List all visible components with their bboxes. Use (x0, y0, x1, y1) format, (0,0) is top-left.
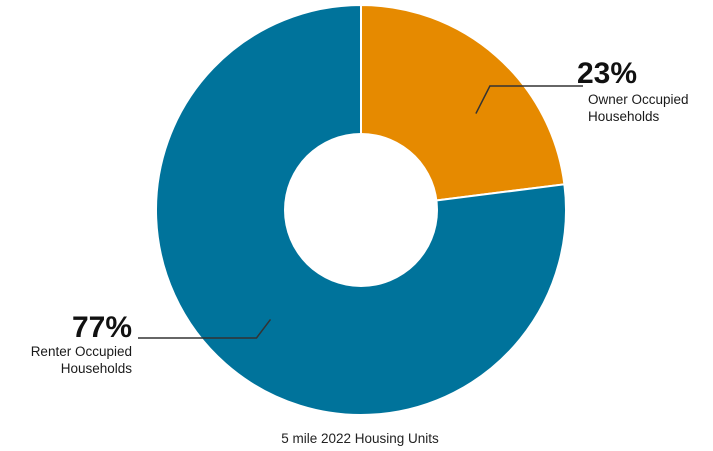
renter-label-line1: Renter Occupied (31, 344, 132, 359)
renter-percent-label: 77% (72, 311, 132, 344)
owner-leader-line (475, 85, 583, 114)
donut-hole (284, 133, 438, 287)
owner-label-line1: Owner Occupied (588, 92, 689, 107)
owner-label-line2: Households (588, 109, 660, 124)
chart-caption: 5 mile 2022 Housing Units (281, 431, 439, 446)
renter-leader-line (138, 318, 272, 339)
owner-percent-label: 23% (577, 57, 637, 90)
renter-label-line2: Households (61, 361, 133, 376)
slice-renter-occupied (155, 3, 567, 416)
